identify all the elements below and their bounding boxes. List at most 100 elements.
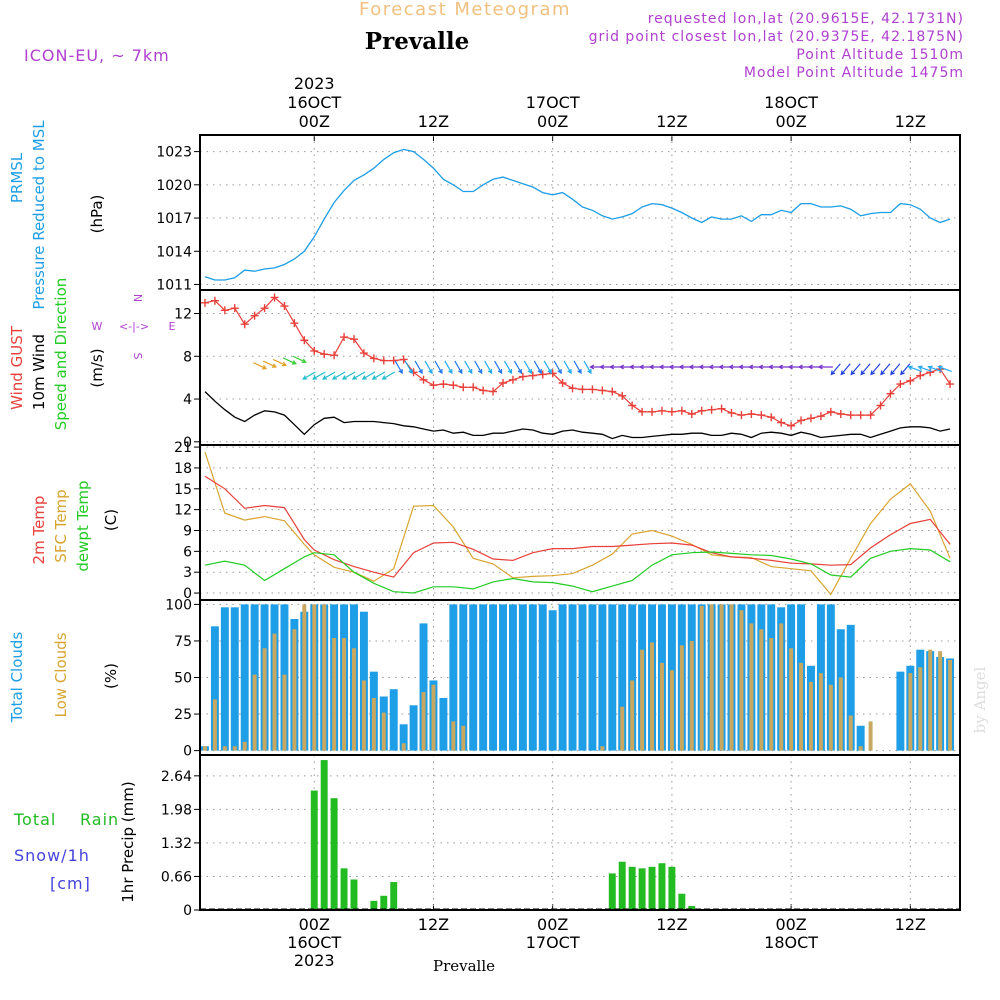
- wind-dir-label: Speed and Direction: [52, 278, 70, 431]
- y-tick-label: 25: [174, 707, 192, 723]
- top-time-label: 00Z: [299, 112, 330, 131]
- total-cloud-bar: [459, 604, 468, 751]
- y-tick-label: 0: [183, 903, 192, 919]
- total-cloud-bar: [399, 724, 408, 751]
- gust-point: [846, 411, 855, 420]
- gust-point: [618, 391, 627, 400]
- requested-coords: requested lon,lat (20.9615E, 42.1731N): [648, 11, 964, 27]
- top-time-label: 00Z: [537, 112, 568, 131]
- gust-point: [459, 383, 468, 392]
- gust-point: [667, 407, 676, 416]
- total-cloud-bar: [896, 671, 905, 751]
- low-cloud-bar: [818, 673, 823, 751]
- gust-point: [340, 333, 349, 342]
- low-cloud-bar: [342, 638, 347, 751]
- wind-direction-arrow: [890, 363, 901, 376]
- sfc-temp-line: [204, 451, 951, 596]
- wind-direction-arrow: [424, 360, 433, 375]
- low-cloud-bar: [769, 638, 774, 751]
- gust-point: [638, 407, 647, 416]
- rain-bar: [648, 866, 656, 910]
- precip-panel: Total Rain Snow/1h [cm] 1hr Precip (mm) …: [13, 754, 961, 919]
- total-cloud-bar: [538, 604, 547, 751]
- snow-unit-label: [cm]: [50, 874, 91, 893]
- low-cloud-bar: [918, 667, 923, 751]
- wind-direction-arrow: [282, 357, 297, 365]
- bottom-time-label: 2023: [294, 951, 335, 970]
- low-cloud-bar: [808, 681, 813, 751]
- gust-point: [489, 387, 498, 396]
- wind-speed-line: [204, 391, 951, 440]
- gust-point: [687, 410, 696, 418]
- bottom-time-label: 00Z: [775, 915, 806, 934]
- compass-e: E: [169, 320, 176, 333]
- wind-direction-arrow: [312, 371, 326, 380]
- low-cloud-bar: [640, 649, 645, 751]
- gust-point: [389, 356, 398, 365]
- prmsl-label: PRMSL: [8, 152, 26, 203]
- gust-point: [330, 351, 339, 360]
- y-tick-label: 1020: [156, 178, 192, 194]
- low-cloud-bar: [799, 662, 804, 751]
- bottom-time-label: 18OCT: [764, 933, 818, 952]
- wind-direction-arrow: [553, 360, 562, 375]
- low-cloud-bar: [848, 715, 853, 751]
- pressure-unit-label: (hPa): [88, 195, 106, 234]
- low-cloud-bar: [620, 706, 625, 751]
- pressure-msl-label: Pressure Reduced to MSL: [30, 120, 48, 310]
- low-cloud-bar: [371, 697, 376, 751]
- gust-point: [449, 381, 458, 390]
- gust-point: [717, 404, 726, 413]
- rain-bar: [390, 882, 398, 910]
- gust-point: [369, 354, 378, 363]
- compass-w: W: [92, 320, 103, 333]
- wind-direction-arrow: [292, 355, 307, 364]
- low-cloud-bar: [332, 638, 337, 751]
- low-cloud-bar: [739, 610, 744, 751]
- panel-frame: [199, 134, 961, 291]
- gust-point: [826, 407, 835, 416]
- wind-direction-arrow: [850, 363, 861, 376]
- low-cloud-bar: [282, 674, 287, 751]
- gust-point: [757, 411, 766, 420]
- compass-rose: W E <-|-> N S: [92, 294, 176, 360]
- gust-point: [926, 368, 935, 377]
- point-altitude: Point Altitude 1510m: [796, 47, 964, 63]
- gust-point: [628, 401, 637, 410]
- y-tick-label: 1.32: [161, 836, 192, 852]
- y-tick-label: 75: [174, 634, 192, 650]
- total-cloud-bar: [230, 607, 239, 751]
- wind-direction-arrow: [583, 360, 592, 375]
- clouds-panel: Total Clouds Low Clouds (%) 0 25 50 75 100: [8, 597, 961, 760]
- wind-direction-arrow: [454, 360, 463, 375]
- gust-point: [538, 370, 547, 379]
- y-tick-label: 1017: [156, 211, 192, 227]
- bottom-time-label: 00Z: [299, 915, 330, 934]
- y-tick-label: 1014: [156, 244, 192, 260]
- low-cloud-bar: [828, 684, 833, 751]
- total-cloud-bar: [548, 610, 557, 751]
- total-cloud-bar: [588, 604, 597, 751]
- rain-label: Rain: [80, 810, 119, 829]
- rain-bar: [678, 893, 686, 910]
- wind-direction-arrow: [414, 360, 423, 375]
- low-cloud-bar: [868, 721, 873, 751]
- gust-point: [916, 371, 925, 380]
- low-cloud-bar: [232, 746, 237, 751]
- total-cloud-bar: [489, 604, 498, 751]
- credit-watermark: by Angel: [971, 666, 989, 733]
- dewpt-line: [204, 547, 951, 594]
- gust-point: [200, 298, 209, 307]
- low-cloud-bar: [202, 746, 207, 751]
- total-cloud-bar: [598, 604, 607, 751]
- low-cloud-bar: [302, 604, 307, 751]
- rain-bar: [608, 873, 616, 910]
- gust-point: [548, 369, 557, 378]
- total-cloud-bar: [856, 725, 865, 751]
- gust-point: [419, 375, 428, 384]
- total-cloud-bar: [578, 604, 587, 751]
- low-cloud-bar: [699, 605, 704, 751]
- wind-direction-arrow: [351, 371, 366, 380]
- total-cloud-bar: [210, 626, 219, 751]
- gust-point: [657, 406, 666, 415]
